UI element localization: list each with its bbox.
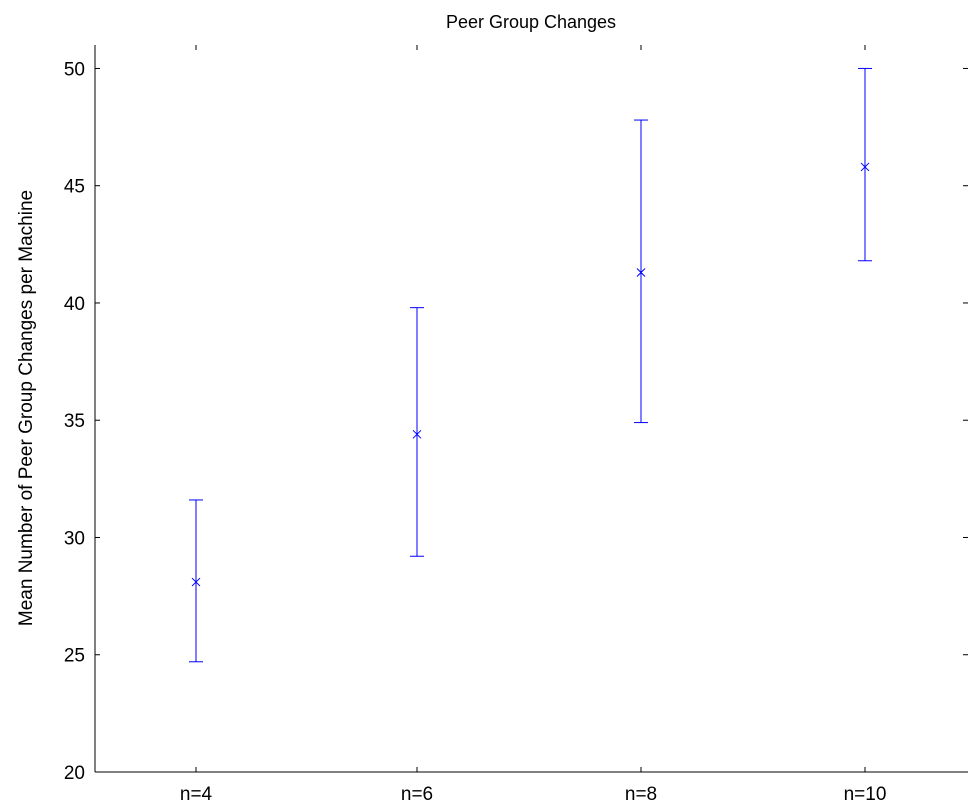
x-axis-ticks: n=4 n=6 n=8 n=10 bbox=[180, 45, 887, 805]
error-bar-point bbox=[634, 119, 648, 424]
error-bar-point bbox=[189, 499, 203, 663]
y-tick-label: 35 bbox=[64, 411, 85, 432]
x-tick-label: n=4 bbox=[180, 784, 213, 805]
plot-area bbox=[189, 67, 872, 663]
y-tick-label: 25 bbox=[64, 646, 85, 667]
y-tick-label: 30 bbox=[64, 528, 85, 549]
x-tick-label: n=8 bbox=[625, 784, 657, 805]
y-axis-ticks: 20 25 30 35 40 45 50 bbox=[64, 59, 968, 784]
chart-title: Peer Group Changes bbox=[446, 12, 616, 32]
y-tick-label: 40 bbox=[64, 294, 85, 315]
y-tick-label: 45 bbox=[64, 177, 85, 198]
mean-marker bbox=[412, 429, 422, 439]
x-tick-label: n=6 bbox=[401, 784, 433, 805]
error-bar-point bbox=[410, 307, 424, 557]
error-bar-point bbox=[858, 67, 872, 262]
x-tick-label: n=10 bbox=[844, 784, 887, 805]
y-tick-label: 20 bbox=[64, 763, 85, 784]
y-axis-label: Mean Number of Peer Group Changes per Ma… bbox=[16, 190, 37, 626]
mean-marker bbox=[191, 577, 201, 587]
mean-marker bbox=[860, 162, 870, 172]
mean-marker bbox=[636, 268, 646, 277]
y-tick-label: 50 bbox=[64, 59, 85, 80]
